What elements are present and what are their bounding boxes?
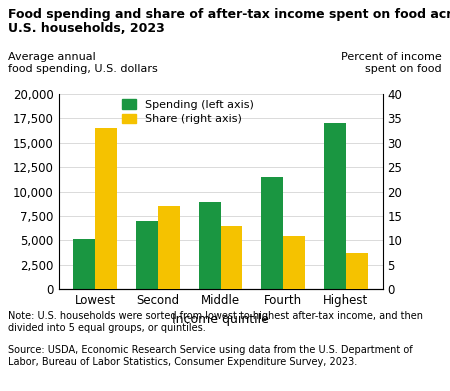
Bar: [220, 226, 243, 289]
Bar: [136, 221, 158, 289]
Text: spent on food: spent on food: [365, 64, 442, 74]
Bar: [261, 177, 283, 289]
Bar: [324, 123, 346, 289]
Text: Food spending and share of after-tax income spent on food across: Food spending and share of after-tax inc…: [8, 8, 450, 21]
Text: Percent of income: Percent of income: [341, 52, 442, 62]
Text: Note: U.S. households were sorted from lowest to highest after-tax income, and t: Note: U.S. households were sorted from l…: [8, 311, 423, 333]
Text: Average annual: Average annual: [8, 52, 96, 62]
Bar: [73, 239, 95, 289]
Bar: [283, 235, 305, 289]
Bar: [346, 253, 368, 289]
Text: Source: USDA, Economic Research Service using data from the U.S. Department of
L: Source: USDA, Economic Research Service …: [8, 345, 413, 367]
Bar: [158, 206, 180, 289]
Bar: [95, 128, 117, 289]
Legend: Spending (left axis), Share (right axis): Spending (left axis), Share (right axis): [122, 99, 253, 124]
Text: food spending, U.S. dollars: food spending, U.S. dollars: [8, 64, 158, 74]
Text: U.S. households, 2023: U.S. households, 2023: [8, 22, 165, 35]
X-axis label: Income quintile: Income quintile: [172, 313, 269, 326]
Bar: [198, 202, 220, 289]
